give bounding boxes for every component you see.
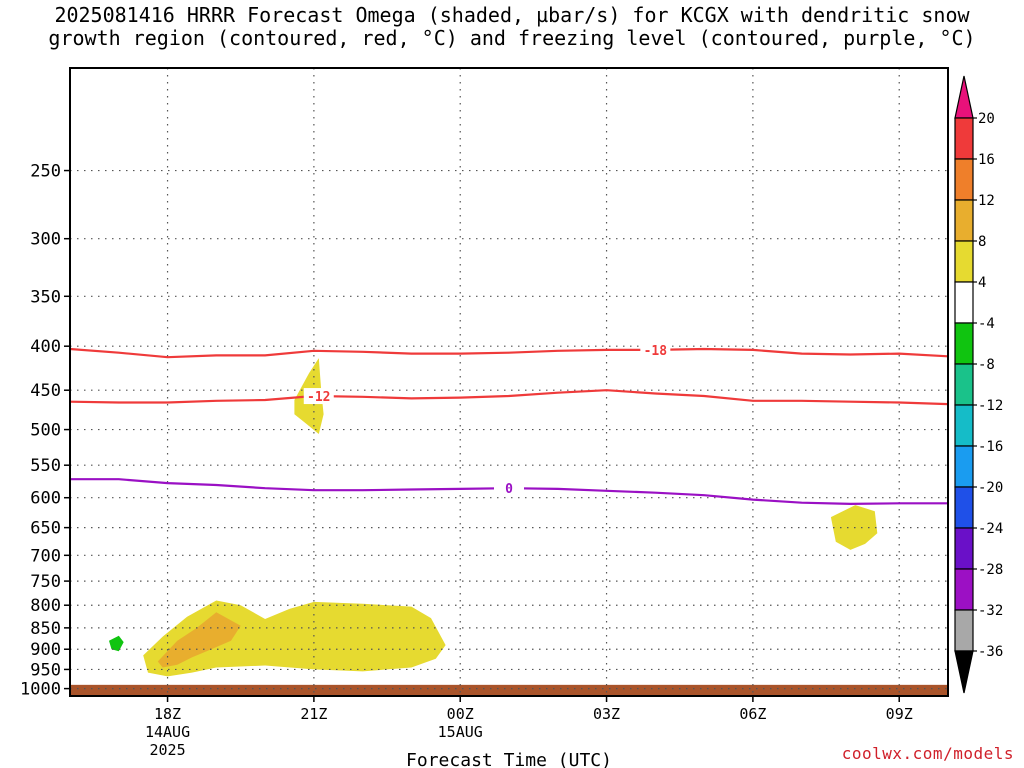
y-tick-label-650: 650	[30, 519, 61, 539]
y-tick-label-950: 950	[30, 660, 61, 680]
colorbar-box-7	[954, 363, 974, 406]
colorbar-label-3: 12	[978, 193, 995, 209]
contour-label-0: 0	[505, 482, 513, 497]
omega-area-5	[109, 635, 124, 652]
colorbar-label-7: -8	[978, 357, 995, 373]
x-tick-label-09Z: 09Z	[886, 705, 913, 723]
colorbar-label-9: -16	[978, 439, 1003, 455]
x-tick-date-00Z: 15AUG	[438, 723, 483, 741]
colorbar-box-8	[954, 404, 974, 447]
colorbar-label-14: -36	[978, 644, 1003, 660]
x-tick-date-18Z: 14AUG	[145, 723, 190, 741]
colorbar-box-3	[954, 199, 974, 242]
colorbar-bottom-arrow	[954, 650, 974, 694]
y-tick-label-750: 750	[30, 572, 61, 592]
omega-shading	[109, 358, 878, 677]
colorbar: 20 16 12 8 4 -4 -8 -12 -16 -20 -24 -28 -32 -36	[954, 75, 1003, 694]
colorbar-label-11: -24	[978, 521, 1003, 537]
y-tick-label-800: 800	[30, 596, 61, 616]
y-tick-label-550: 550	[30, 456, 61, 476]
colorbar-box-13	[954, 609, 974, 652]
contour-label-bg-0	[494, 480, 524, 497]
colorbar-label-1: 20	[978, 111, 995, 127]
colorbar-label-4: 8	[978, 234, 986, 250]
contour-line--18	[69, 347, 949, 359]
y-tick-label-900: 900	[30, 640, 61, 660]
colorbar-label-13: -32	[978, 603, 1003, 619]
colorbar-label-12: -28	[978, 562, 1003, 578]
colorbar-box-9	[954, 445, 974, 488]
y-tick-label-300: 300	[30, 230, 61, 250]
colorbar-box-4	[954, 240, 974, 283]
colorbar-label-6: -4	[978, 316, 995, 332]
y-tick-label-450: 450	[30, 381, 61, 401]
omega-area-4	[157, 612, 241, 668]
colorbar-box-1	[954, 117, 974, 160]
colorbar-top-arrow	[954, 75, 974, 119]
x-tick-label-06Z: 06Z	[739, 705, 766, 723]
x-tick-label-03Z: 03Z	[593, 705, 620, 723]
y-tick-label-500: 500	[30, 421, 61, 441]
colorbar-box-12	[954, 568, 974, 611]
credit-text: coolwx.com/models	[841, 744, 1014, 763]
x-tick-label-00Z: 00Z	[447, 705, 474, 723]
y-axis: 2503003504004505005506006507007508008509…	[20, 162, 70, 700]
y-tick-label-350: 350	[30, 287, 61, 307]
x-tick-label-21Z: 21Z	[300, 705, 327, 723]
contour-lines: -18 -12 0	[69, 341, 949, 506]
x-axis-label: Forecast Time (UTC)	[406, 750, 612, 768]
contour-label--12: -12	[307, 390, 330, 405]
colorbar-label-5: 4	[978, 275, 986, 291]
contour-label-bg--18	[640, 341, 671, 358]
colorbar-box-5	[954, 281, 974, 324]
y-tick-label-1000: 1000	[20, 680, 61, 700]
chart-title: 2025081416 HRRR Forecast Omega (shaded, …	[0, 4, 1024, 50]
colorbar-box-2	[954, 158, 974, 201]
terrain-fill	[70, 684, 948, 696]
colorbar-label-10: -20	[978, 480, 1003, 496]
title-line-2: growth region (contoured, red, °C) and f…	[48, 26, 976, 50]
plot-frame	[69, 67, 949, 697]
x-tick-label-18Z: 18Z	[154, 705, 181, 723]
y-tick-label-850: 850	[30, 619, 61, 639]
colorbar-label-2: 16	[978, 152, 995, 168]
terrain-area	[70, 684, 948, 696]
y-tick-label-600: 600	[30, 489, 61, 509]
x-tick-year-18Z: 2025	[149, 741, 185, 759]
colorbar-box-6	[954, 322, 974, 365]
y-tick-label-400: 400	[30, 337, 61, 357]
grid-lines	[70, 68, 948, 696]
colorbar-label-8: -12	[978, 398, 1003, 414]
colorbar-box-11	[954, 527, 974, 570]
contour-label--18: -18	[644, 344, 668, 359]
contour-line--12	[69, 389, 949, 406]
y-tick-label-250: 250	[30, 162, 61, 182]
y-tick-label-700: 700	[30, 546, 61, 566]
contour-label-bg--12	[303, 388, 334, 405]
colorbar-box-10	[954, 486, 974, 529]
title-line-1: 2025081416 HRRR Forecast Omega (shaded, …	[54, 3, 970, 27]
